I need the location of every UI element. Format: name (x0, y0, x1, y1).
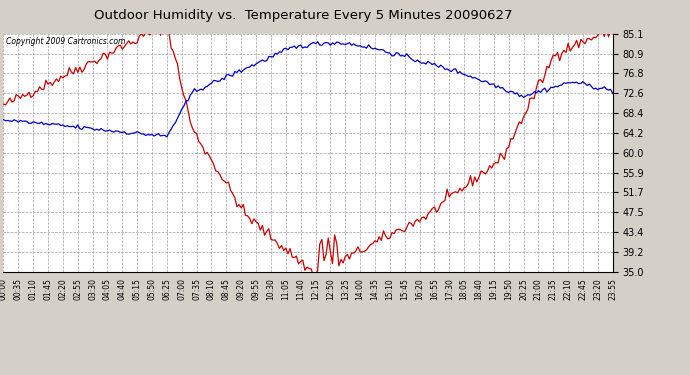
Text: Copyright 2009 Cartronics.com: Copyright 2009 Cartronics.com (6, 38, 126, 46)
Text: Outdoor Humidity vs.  Temperature Every 5 Minutes 20090627: Outdoor Humidity vs. Temperature Every 5… (95, 9, 513, 22)
